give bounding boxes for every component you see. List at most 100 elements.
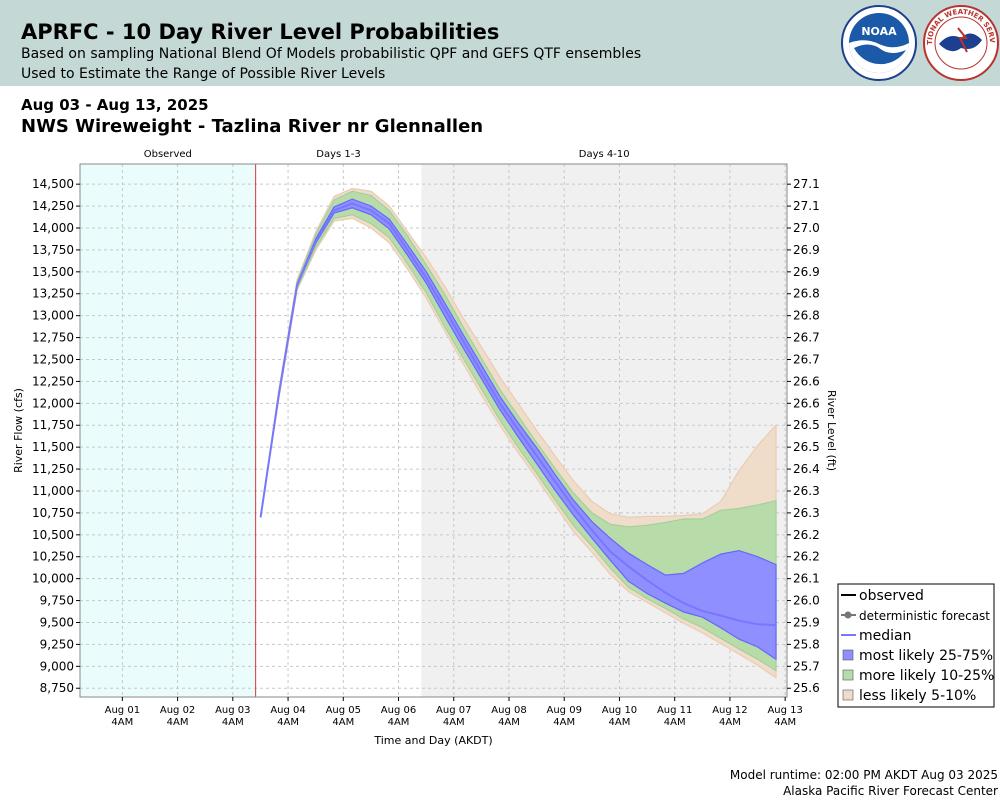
ytick-label-1: 9,000: [40, 659, 74, 673]
right-tick-label-7: 26.2: [793, 528, 820, 542]
region-label-1: Days 1-3: [316, 149, 360, 160]
xtick-label-4: Aug 05: [326, 705, 361, 716]
xtick-label-8: Aug 09: [547, 705, 582, 716]
ytick-label-17: 13,000: [32, 309, 74, 323]
ytick-label-5: 10,000: [32, 572, 74, 586]
legend-label-5: less likely 5-10%: [859, 688, 976, 704]
ytick-label-8: 10,750: [32, 506, 74, 520]
right-tick-label-5: 26.1: [793, 572, 820, 586]
right-tick-label-16: 26.7: [793, 331, 820, 345]
legend-label-1: deterministic forecast: [859, 609, 990, 623]
ytick-label-23: 14,500: [32, 177, 74, 191]
right-tick-label-4: 26.0: [793, 594, 820, 608]
forecast-center: Alaska Pacific River Forecast Center: [783, 784, 998, 798]
ytick-label-19: 13,500: [32, 265, 74, 279]
right-tick-label-13: 26.6: [793, 396, 820, 410]
ytick-label-22: 14,250: [32, 199, 74, 213]
region-label-0: Observed: [144, 149, 192, 160]
region-days-1-3: [255, 164, 422, 697]
xtick-sub-label-7: 4AM: [498, 717, 520, 728]
right-tick-label-6: 26.2: [793, 550, 820, 564]
right-tick-label-0: 25.6: [793, 681, 820, 695]
xtick-sub-label-5: 4AM: [388, 717, 410, 728]
ytick-label-16: 12,750: [32, 331, 74, 345]
legend-label-4: more likely 10-25%: [859, 668, 994, 684]
legend-swatch-5: [842, 689, 854, 701]
right-tick-label-11: 26.5: [793, 440, 820, 454]
right-tick-label-9: 26.3: [793, 484, 820, 498]
right-tick-label-2: 25.8: [793, 637, 820, 651]
legend-label-0: observed: [859, 588, 924, 604]
y-axis-label: River Flow (cfs): [12, 388, 25, 473]
right-tick-label-23: 27.1: [793, 177, 820, 191]
xtick-label-0: Aug 01: [105, 705, 140, 716]
ytick-label-15: 12,500: [32, 352, 74, 366]
xtick-label-10: Aug 11: [657, 705, 692, 716]
xtick-label-6: Aug 07: [436, 705, 471, 716]
xtick-label-3: Aug 04: [270, 705, 305, 716]
right-tick-label-1: 25.7: [793, 659, 820, 673]
right-tick-label-14: 26.6: [793, 374, 820, 388]
legend-label-3: most likely 25-75%: [859, 648, 993, 664]
xtick-sub-label-12: 4AM: [774, 717, 796, 728]
xtick-sub-label-3: 4AM: [277, 717, 299, 728]
xtick-sub-label-11: 4AM: [719, 717, 741, 728]
xtick-sub-label-4: 4AM: [332, 717, 354, 728]
ytick-label-10: 11,250: [32, 462, 74, 476]
right-tick-label-22: 27.1: [793, 199, 820, 213]
legend-label-2: median: [859, 628, 911, 644]
right-tick-label-21: 27.0: [793, 221, 820, 235]
ytick-label-12: 11,750: [32, 418, 74, 432]
xtick-sub-label-8: 4AM: [553, 717, 575, 728]
subtitle-line-1: Based on sampling National Blend Of Mode…: [21, 46, 642, 62]
ytick-label-18: 13,250: [32, 287, 74, 301]
right-tick-label-12: 26.5: [793, 418, 820, 432]
xtick-sub-label-0: 4AM: [111, 717, 133, 728]
right-tick-label-15: 26.7: [793, 352, 820, 366]
xtick-sub-label-2: 4AM: [222, 717, 244, 728]
region-label-2: Days 4-10: [579, 149, 630, 160]
right-tick-label-17: 26.8: [793, 309, 820, 323]
region-observed: [80, 164, 256, 697]
legend-box: [837, 583, 995, 708]
legend-marker-1: [844, 611, 852, 619]
right-tick-label-10: 26.4: [793, 462, 820, 476]
legend-swatch-4: [842, 669, 854, 681]
date-range: Aug 03 - Aug 13, 2025: [21, 96, 209, 114]
xtick-sub-label-6: 4AM: [443, 717, 465, 728]
plot-frame: [79, 163, 788, 698]
y-axis-right-label: River Level (ft): [825, 390, 838, 471]
xtick-label-5: Aug 06: [381, 705, 416, 716]
ytick-label-14: 12,250: [32, 374, 74, 388]
noaa-logo-text: NOAA: [861, 25, 897, 38]
xtick-sub-label-1: 4AM: [167, 717, 189, 728]
header-banner: APRFC - 10 Day River Level Probabilities…: [0, 0, 1000, 86]
xtick-label-9: Aug 10: [602, 705, 637, 716]
nws-logo: NATIONAL WEATHER SERVICE: [922, 4, 999, 81]
page-title: APRFC - 10 Day River Level Probabilities: [21, 20, 500, 44]
xtick-label-12: Aug 13: [767, 705, 802, 716]
ytick-label-0: 8,750: [40, 681, 74, 695]
model-runtime: Model runtime: 02:00 PM AKDT Aug 03 2025: [729, 768, 998, 782]
ytick-label-6: 10,250: [32, 550, 74, 564]
right-tick-label-18: 26.8: [793, 287, 820, 301]
xtick-label-7: Aug 08: [491, 705, 526, 716]
right-tick-label-19: 26.9: [793, 265, 820, 279]
ytick-label-9: 11,000: [32, 484, 74, 498]
xtick-sub-label-10: 4AM: [664, 717, 686, 728]
ytick-label-3: 9,500: [40, 615, 74, 629]
ytick-label-2: 9,250: [40, 637, 74, 651]
xtick-label-11: Aug 12: [712, 705, 747, 716]
ytick-label-4: 9,750: [40, 594, 74, 608]
x-axis-label: Time and Day (AKDT): [373, 734, 492, 747]
xtick-sub-label-9: 4AM: [609, 717, 631, 728]
noaa-logo: NOAA: [841, 5, 917, 81]
legend-swatch-3: [842, 649, 854, 661]
right-tick-label-3: 25.9: [793, 615, 820, 629]
ytick-label-20: 13,750: [32, 243, 74, 257]
median-line: [259, 202, 777, 627]
xtick-label-2: Aug 03: [215, 705, 250, 716]
right-tick-label-20: 26.9: [793, 243, 820, 257]
xtick-label-1: Aug 02: [160, 705, 195, 716]
